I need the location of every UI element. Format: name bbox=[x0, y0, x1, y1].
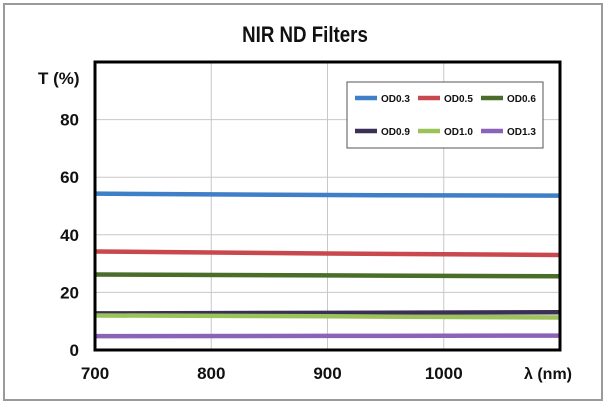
legend-label: OD0.9 bbox=[381, 127, 410, 138]
series-line-od0-9 bbox=[94, 310, 561, 316]
x-tick-label: 700 bbox=[81, 364, 109, 383]
legend-label: OD0.5 bbox=[444, 94, 473, 105]
legend-label: OD0.3 bbox=[381, 94, 410, 105]
legend-label: OD0.6 bbox=[507, 94, 536, 105]
y-tick-label: 0 bbox=[70, 341, 79, 360]
series-line-od0-6 bbox=[94, 272, 561, 279]
y-tick-label: 80 bbox=[60, 111, 79, 130]
chart-title: NIR ND Filters bbox=[242, 22, 368, 47]
y-axis-label: T (%) bbox=[38, 69, 80, 88]
y-tick-label: 20 bbox=[60, 283, 79, 302]
x-tick-label: 900 bbox=[313, 364, 341, 383]
series-line-od0-5 bbox=[94, 249, 561, 258]
series-line-od1-3 bbox=[94, 333, 561, 339]
legend-label: OD1.3 bbox=[507, 127, 536, 138]
y-tick-label: 60 bbox=[60, 168, 79, 187]
legend-label: OD1.0 bbox=[444, 127, 473, 138]
legend-box bbox=[346, 81, 544, 149]
x-tick-label: 800 bbox=[197, 364, 225, 383]
y-tick-label: 40 bbox=[60, 226, 79, 245]
series-line-od1-0 bbox=[94, 313, 561, 320]
series-line-od0-3 bbox=[94, 191, 561, 198]
x-tick-label: 1000 bbox=[425, 364, 463, 383]
x-axis-label: λ (nm) bbox=[524, 366, 572, 383]
plot-area bbox=[93, 60, 562, 352]
